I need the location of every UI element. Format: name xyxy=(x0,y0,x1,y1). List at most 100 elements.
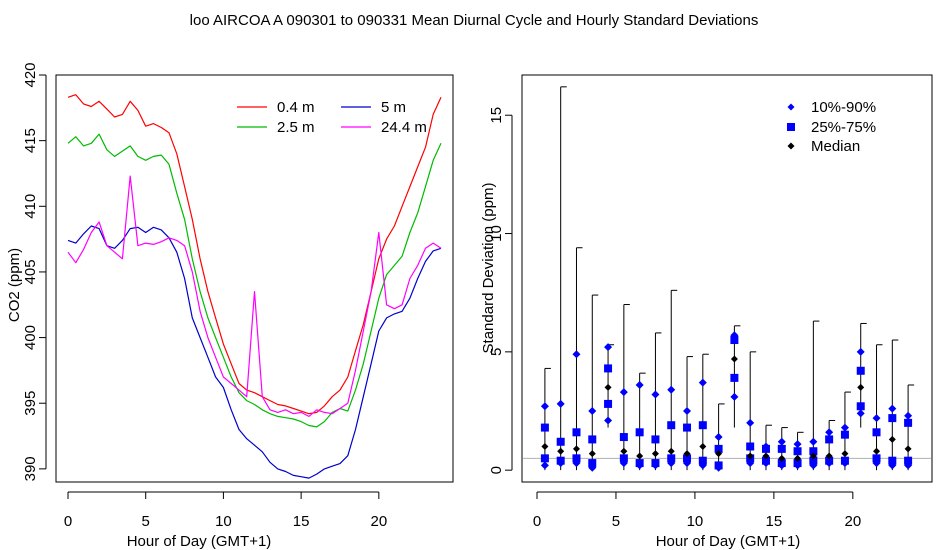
series-line-2-5-m xyxy=(67,133,442,428)
right-x-tick-label: 20 xyxy=(844,513,861,530)
left-chart: 0 5 10 15 20 390 395 400 405 410 415 420 0.4 m 2.5 m… xyxy=(6,62,454,550)
left-x-axis-label: Hour of Day (GMT+1) xyxy=(127,533,272,550)
median-marker xyxy=(667,447,675,455)
p25-75-marker xyxy=(714,461,723,470)
p10-90-marker xyxy=(540,402,549,411)
left-series-lines xyxy=(67,94,442,479)
p10-90-marker xyxy=(904,411,913,420)
median-marker xyxy=(841,450,849,458)
right-axes: 0 5 10 15 20 0 5 10 15 xyxy=(488,107,861,530)
p25-75-marker xyxy=(904,418,913,427)
right-y-axis-label: Standard Deviation (ppm) xyxy=(480,183,497,354)
p25-75-marker xyxy=(683,423,692,432)
p25-75-marker xyxy=(761,444,770,453)
p25-75-marker xyxy=(667,421,676,430)
p25-75-marker xyxy=(556,437,565,446)
p25-75-marker xyxy=(540,423,549,432)
left-x-tick-label: 5 xyxy=(142,513,150,530)
p25-75-marker xyxy=(809,447,818,456)
legend-label: 24.4 m xyxy=(381,119,427,136)
p10-90-marker xyxy=(556,399,565,408)
p10-90-marker xyxy=(856,409,865,418)
figure-title: loo AIRCOA A 090301 to 090331 Mean Diurn… xyxy=(190,12,759,29)
p25-75-marker xyxy=(698,456,707,465)
p10-90-marker xyxy=(698,378,707,387)
p25-75-marker xyxy=(825,456,834,465)
left-y-tick-label: 410 xyxy=(22,194,39,219)
series-line-0-4-m xyxy=(67,94,442,415)
left-y-tick-label: 420 xyxy=(22,62,39,87)
p25-75-marker xyxy=(698,421,707,430)
left-x-tick-label: 20 xyxy=(370,513,387,530)
median-marker xyxy=(636,452,644,460)
p10-90-marker xyxy=(604,343,613,352)
p10-90-marker xyxy=(714,433,723,442)
p25-75-marker xyxy=(604,399,613,408)
median-marker xyxy=(588,450,596,458)
left-y-tick-label: 395 xyxy=(22,391,39,416)
legend-label: 5 m xyxy=(381,99,406,116)
p10-90-marker xyxy=(809,437,818,446)
median-marker xyxy=(888,435,896,443)
p10-90-marker xyxy=(793,440,802,449)
p25-75-marker xyxy=(872,454,881,463)
p25-75-marker xyxy=(793,459,802,468)
p25-75-marker xyxy=(746,442,755,451)
right-chart: 0 5 10 15 20 0 5 10 15 10%-90% 25%-75% Median Hour… xyxy=(480,74,933,550)
series-line-5-m xyxy=(67,225,442,479)
left-x-tick-label: 15 xyxy=(293,513,310,530)
p25-75-marker xyxy=(761,456,770,465)
left-y-tick-label: 415 xyxy=(22,128,39,153)
p10-90-marker xyxy=(777,437,786,446)
p25-75-marker xyxy=(872,428,881,437)
median-marker xyxy=(873,447,881,455)
median-marker xyxy=(778,454,786,462)
p25-75-marker xyxy=(540,454,549,463)
median-marker xyxy=(904,445,912,453)
median-marker xyxy=(651,450,659,458)
median-marker xyxy=(762,452,770,460)
right-y-tick-label: 15 xyxy=(488,107,505,124)
right-plot-frame xyxy=(521,74,933,483)
right-x-axis-label: Hour of Day (GMT+1) xyxy=(656,533,801,550)
legend-marker-p10-90 xyxy=(787,103,795,111)
p10-90-marker xyxy=(888,404,897,413)
left-y-tick-label: 400 xyxy=(22,325,39,350)
median-marker xyxy=(604,383,612,391)
p10-90-marker xyxy=(619,388,628,397)
p25-75-marker xyxy=(777,459,786,468)
p25-75-marker xyxy=(888,414,897,423)
median-marker xyxy=(730,355,738,363)
p10-90-marker xyxy=(730,392,739,401)
median-marker xyxy=(572,445,580,453)
p25-75-marker xyxy=(619,454,628,463)
p10-90-marker xyxy=(604,416,613,425)
p10-90-marker xyxy=(683,407,692,416)
right-x-tick-label: 10 xyxy=(687,513,704,530)
left-axes: 0 5 10 15 20 390 395 400 405 410 415 420 xyxy=(22,62,387,530)
right-y-tick-label: 0 xyxy=(488,466,505,474)
median-marker xyxy=(825,452,833,460)
median-marker xyxy=(683,450,691,458)
right-legend: 10%-90% 25%-75% Median xyxy=(787,99,876,155)
median-marker xyxy=(794,454,802,462)
left-y-axis-label: CO2 (ppm) xyxy=(6,248,23,322)
p25-75-marker xyxy=(904,456,913,465)
legend-marker-median xyxy=(787,142,795,150)
right-x-tick-label: 0 xyxy=(533,513,541,530)
p10-90-marker xyxy=(572,350,581,359)
p25-75-marker xyxy=(572,428,581,437)
left-legend: 0.4 m 2.5 m 5 m 24.4 m xyxy=(237,99,427,136)
p10-90-marker xyxy=(588,407,597,416)
median-marker xyxy=(857,383,865,391)
left-plot-frame xyxy=(55,74,454,483)
p10-90-marker xyxy=(540,461,549,470)
median-marker xyxy=(557,447,565,455)
p25-75-marker xyxy=(588,435,597,444)
p25-75-marker xyxy=(635,428,644,437)
p25-75-marker xyxy=(651,435,660,444)
p25-75-marker xyxy=(651,459,660,468)
series-line-24-4-m xyxy=(67,175,442,417)
left-y-tick-label: 390 xyxy=(22,456,39,481)
p25-75-marker xyxy=(556,456,565,465)
